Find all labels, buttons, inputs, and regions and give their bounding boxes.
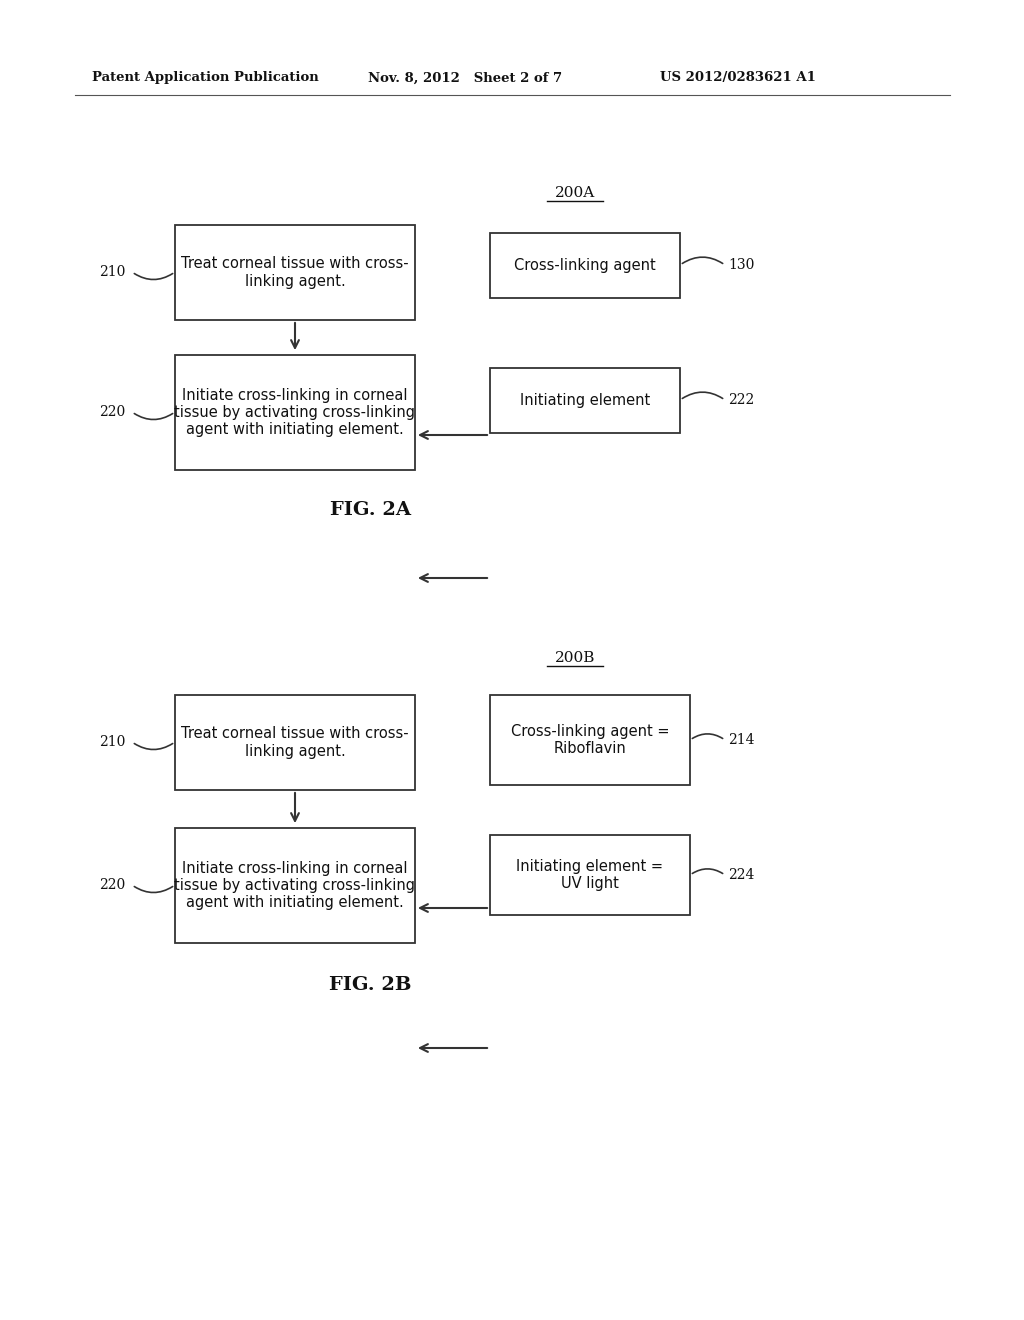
Text: 222: 222 xyxy=(728,393,755,407)
Text: 200A: 200A xyxy=(555,186,595,201)
FancyBboxPatch shape xyxy=(175,355,415,470)
Text: Initiating element =
UV light: Initiating element = UV light xyxy=(516,859,664,891)
FancyBboxPatch shape xyxy=(490,836,690,915)
Text: 130: 130 xyxy=(728,257,755,272)
Text: US 2012/0283621 A1: US 2012/0283621 A1 xyxy=(660,71,816,84)
Text: 220: 220 xyxy=(98,405,125,418)
FancyBboxPatch shape xyxy=(490,368,680,433)
FancyBboxPatch shape xyxy=(175,224,415,319)
Text: Cross-linking agent =
Riboflavin: Cross-linking agent = Riboflavin xyxy=(511,723,670,756)
FancyBboxPatch shape xyxy=(490,234,680,298)
FancyBboxPatch shape xyxy=(490,696,690,785)
Text: Initiate cross-linking in corneal
tissue by activating cross-linking
agent with : Initiate cross-linking in corneal tissue… xyxy=(174,861,416,911)
Text: 210: 210 xyxy=(98,735,125,748)
Text: Patent Application Publication: Patent Application Publication xyxy=(92,71,318,84)
Text: Cross-linking agent: Cross-linking agent xyxy=(514,257,656,273)
FancyBboxPatch shape xyxy=(175,696,415,789)
Text: Treat corneal tissue with cross-
linking agent.: Treat corneal tissue with cross- linking… xyxy=(181,256,409,289)
Text: 200B: 200B xyxy=(555,651,595,665)
Text: Initiate cross-linking in corneal
tissue by activating cross-linking
agent with : Initiate cross-linking in corneal tissue… xyxy=(174,388,416,437)
Text: 210: 210 xyxy=(98,265,125,279)
Text: 214: 214 xyxy=(728,733,755,747)
Text: 220: 220 xyxy=(98,878,125,892)
FancyBboxPatch shape xyxy=(175,828,415,942)
Text: FIG. 2A: FIG. 2A xyxy=(330,502,411,519)
Text: Nov. 8, 2012   Sheet 2 of 7: Nov. 8, 2012 Sheet 2 of 7 xyxy=(368,71,562,84)
Text: Initiating element: Initiating element xyxy=(520,393,650,408)
Text: FIG. 2B: FIG. 2B xyxy=(329,975,412,994)
Text: 224: 224 xyxy=(728,869,755,882)
Text: Treat corneal tissue with cross-
linking agent.: Treat corneal tissue with cross- linking… xyxy=(181,726,409,759)
